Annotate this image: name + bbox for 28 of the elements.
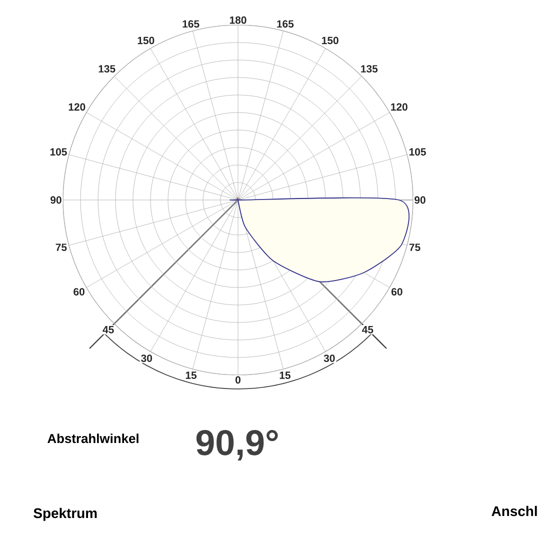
text: Spektrum — [34, 508, 97, 521]
spoke-label: 120 — [391, 103, 408, 111]
spoke-label: 135 — [98, 65, 116, 73]
text: Abstrahlwinkel — [48, 434, 138, 444]
spoke-label: 105 — [50, 148, 67, 156]
spoke-label: 30 — [141, 354, 152, 362]
spoke-label: 75 — [409, 244, 420, 252]
spoke-label: 15 — [186, 372, 197, 379]
spoke-label: 15 — [280, 372, 290, 379]
spoke-label: 150 — [322, 36, 338, 44]
text: Anschl — [492, 506, 537, 516]
spoke-label: 45 — [102, 326, 114, 334]
spoke-label: 180 — [230, 16, 246, 24]
spoke-label: 30 — [324, 354, 335, 362]
spoke-label: 165 — [182, 20, 200, 28]
spoke-label: 105 — [409, 148, 426, 156]
spoke-label: 135 — [361, 65, 378, 73]
spoke-label: 0 — [236, 376, 240, 384]
spoke-label: 60 — [391, 288, 402, 296]
spoke-label: 90 — [50, 196, 62, 204]
spoke-label: 90 — [414, 196, 426, 204]
spoke-label: 150 — [138, 36, 154, 44]
spoke-label: 75 — [56, 244, 67, 252]
spoke-label: 165 — [277, 20, 294, 28]
spoke-label: 120 — [68, 103, 86, 111]
spoke-label: 45 — [362, 326, 374, 334]
text: 90,9° — [196, 430, 278, 461]
spoke-label: 60 — [74, 288, 84, 296]
